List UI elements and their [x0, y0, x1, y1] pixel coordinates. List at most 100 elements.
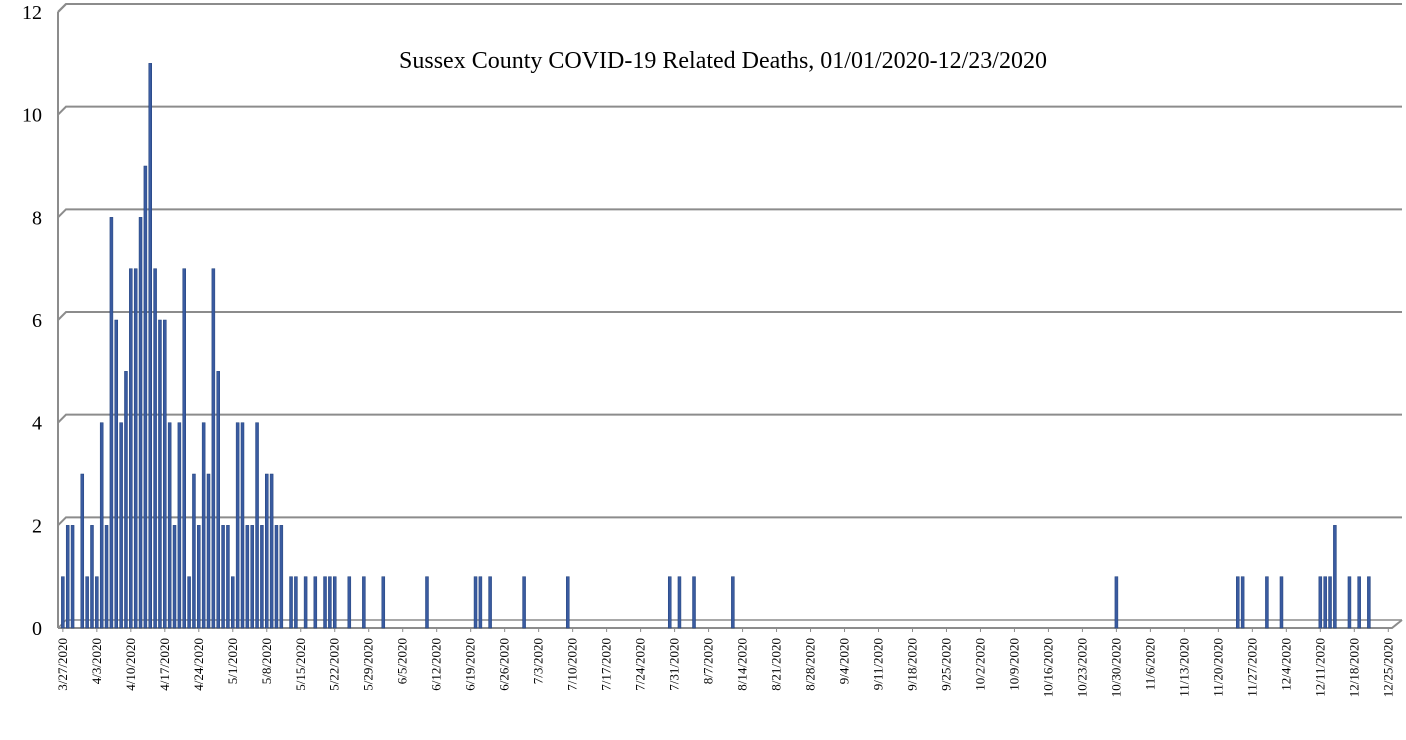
bar: [473, 576, 478, 629]
bar: [1236, 576, 1240, 629]
x-tick-label: 4/10/2020: [123, 638, 138, 691]
x-tick-label: 4/3/2020: [89, 638, 104, 684]
bar: [61, 576, 65, 629]
bar: [250, 525, 254, 629]
x-tick-label: 5/29/2020: [361, 638, 376, 691]
x-tick-label: 7/3/2020: [531, 638, 546, 684]
x-tick-label: 6/26/2020: [497, 638, 512, 691]
x-tick-label: 7/17/2020: [599, 638, 614, 691]
bar: [245, 525, 250, 629]
y-tick-label: 8: [32, 207, 42, 229]
bar: [425, 576, 429, 629]
x-tick-label: 11/27/2020: [1244, 638, 1259, 697]
x-tick-label: 9/25/2020: [938, 638, 953, 691]
bar: [109, 217, 114, 629]
bar: [143, 165, 148, 629]
x-tick-label: 10/16/2020: [1040, 638, 1055, 697]
gridline: [57, 516, 1402, 527]
x-tick-label: 6/19/2020: [463, 638, 478, 691]
y-tick-label: 0: [32, 618, 42, 640]
bar: [138, 217, 143, 629]
bar: [124, 371, 128, 629]
bar: [255, 422, 259, 629]
bar: [1347, 576, 1352, 629]
bar: [274, 525, 279, 629]
bar: [231, 576, 235, 629]
x-tick-label: 6/5/2020: [395, 638, 410, 684]
bar: [1367, 576, 1371, 629]
bar: [163, 319, 167, 629]
bar: [381, 576, 386, 629]
x-tick-label: 5/15/2020: [293, 638, 308, 691]
x-tick-label: 11/13/2020: [1176, 638, 1191, 697]
y-tick-label: 4: [32, 413, 42, 435]
x-tick-label: 11/20/2020: [1210, 638, 1225, 697]
x-tick-label: 8/28/2020: [803, 638, 818, 691]
y-tick-label: 6: [32, 310, 42, 332]
bar: [192, 473, 196, 629]
bar: [478, 576, 483, 629]
x-tick-label: 10/30/2020: [1108, 638, 1123, 697]
gridline: [57, 208, 1402, 219]
bar: [148, 63, 152, 629]
bar: [133, 268, 138, 629]
x-tick-label: 7/10/2020: [565, 638, 580, 691]
axes: [57, 3, 1403, 632]
x-tick-label: 10/23/2020: [1074, 638, 1089, 697]
x-tick-label: 9/11/2020: [871, 638, 886, 690]
gridline: [57, 413, 1402, 424]
bar: [1240, 576, 1245, 629]
bar: [1357, 576, 1361, 629]
y-tick-label: 10: [22, 105, 42, 127]
bar: [235, 422, 240, 629]
x-tick-label: 12/25/2020: [1380, 638, 1395, 697]
x-tick-label: 10/2/2020: [972, 638, 987, 691]
bar: [1328, 576, 1332, 629]
y-axis-depth-line: [57, 3, 67, 13]
bar: [731, 576, 735, 629]
x-tick-label: 11/6/2020: [1142, 638, 1157, 690]
bar: [211, 268, 216, 629]
bar: [294, 576, 298, 629]
bars: [61, 63, 1371, 629]
bar: [1318, 576, 1323, 629]
x-tick-label: 12/11/2020: [1312, 638, 1327, 697]
bar: [216, 371, 220, 629]
grid-lines: [57, 3, 1402, 527]
bar: [522, 576, 526, 629]
y-tick-label: 12: [22, 2, 42, 24]
x-tick-label: 10/9/2020: [1006, 638, 1021, 691]
gridline: [57, 311, 1402, 321]
bar: [332, 576, 337, 629]
bar: [362, 576, 366, 629]
bar: [240, 422, 245, 629]
bar: [279, 525, 284, 629]
bar: [201, 422, 206, 629]
bar: [265, 473, 269, 629]
floor-line: [57, 619, 1402, 629]
bar: [187, 576, 191, 629]
bar: [1114, 576, 1119, 629]
bar: [260, 525, 264, 629]
bar: [85, 576, 89, 629]
gridline: [57, 3, 1402, 13]
bar: [347, 576, 352, 629]
bar: [153, 268, 157, 629]
bar: [303, 576, 308, 629]
y-tick-label: 2: [32, 515, 42, 537]
bar: [289, 576, 293, 629]
x-tick-label: 9/18/2020: [904, 638, 919, 691]
bar: [129, 268, 133, 629]
x-tick-label: 12/18/2020: [1346, 638, 1361, 697]
bar: [221, 525, 225, 629]
bar: [70, 525, 75, 629]
bar: [323, 576, 327, 629]
bar: [95, 576, 99, 629]
x-tick-label: 12/4/2020: [1278, 638, 1293, 691]
x-tick-label: 6/12/2020: [429, 638, 444, 691]
bar: [99, 422, 104, 629]
x-tick-label: 5/22/2020: [327, 638, 342, 691]
x-tick-label: 7/24/2020: [633, 638, 648, 691]
x-tick-labels: 3/27/2020 4/3/2020 4/10/2020 4/17/2020 4/24/…: [55, 638, 1395, 697]
bar: [328, 576, 332, 629]
